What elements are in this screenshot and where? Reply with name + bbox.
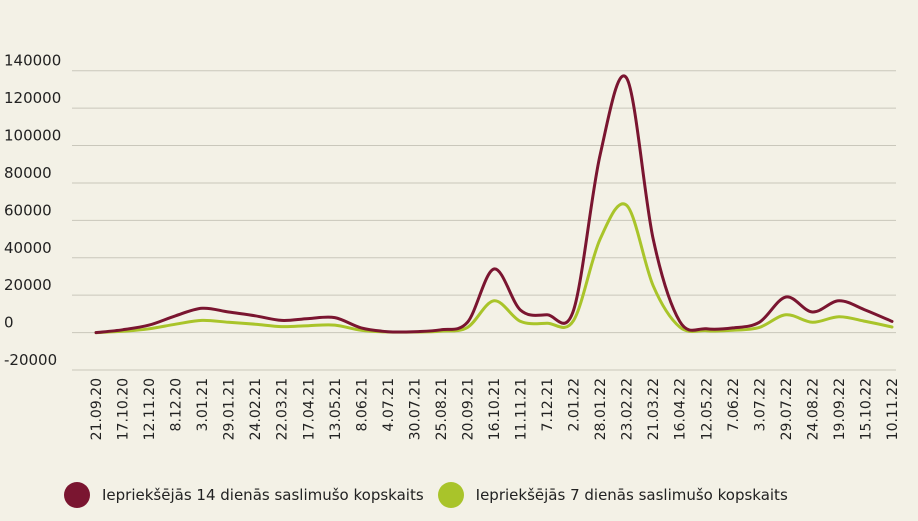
x-tick-label: 10.11.22 [885, 378, 901, 440]
x-tick-label: 21.03.22 [646, 378, 662, 440]
y-tick-label: 40000 [4, 239, 52, 257]
x-tick-label: 3.01.21 [195, 378, 211, 431]
grid-lines [72, 70, 896, 371]
x-tick-label: 22.03.21 [275, 378, 291, 440]
legend-item-7-days: Iepriekšējās 7 dienās saslimušo kopskait… [437, 482, 788, 508]
x-tick-label: 29.01.21 [222, 378, 238, 440]
x-tick-label: 30.07.21 [407, 378, 423, 440]
y-tick-label: 20000 [4, 276, 52, 294]
legend-marker-7-days [437, 482, 464, 508]
y-tick-label: -20000 [4, 351, 57, 369]
x-tick-label: 20.09.21 [460, 378, 476, 440]
y-tick-label: 120000 [4, 89, 61, 107]
series-lines [94, 74, 894, 335]
x-tick-label: 24.08.22 [805, 378, 821, 440]
y-tick-label: 140000 [4, 52, 61, 70]
x-tick-label: 17.04.21 [301, 378, 317, 440]
x-axis-tick-labels: 21.09.20 17.10.20 12.11.20 8.12.20 3.01.21 29… [89, 378, 901, 440]
x-tick-label: 11.11.21 [514, 378, 530, 440]
x-tick-label: 25.08.21 [434, 378, 450, 440]
x-tick-label: 13.05.21 [328, 378, 344, 440]
legend: Iepriekšējās 14 dienās saslimušo kopskai… [64, 480, 802, 510]
x-tick-label: 7.12.21 [540, 378, 556, 431]
series-line-14-days [94, 74, 894, 335]
x-tick-label: 24.02.21 [248, 378, 264, 440]
x-tick-label: 7.06.22 [726, 378, 742, 431]
x-tick-label: 12.11.20 [142, 378, 158, 440]
legend-item-14-days: Iepriekšējās 14 dienās saslimušo kopskai… [64, 482, 424, 508]
y-axis-tick-labels: 140000 120000 100000 80000 60000 40000 20000 0 -… [4, 52, 61, 369]
x-tick-label: 2.01.22 [567, 378, 583, 431]
legend-label-14-days: Iepriekšējās 14 dienās saslimušo kopskai… [102, 486, 424, 504]
x-tick-label: 19.09.22 [832, 378, 848, 440]
series-line-7-days [94, 202, 894, 335]
x-tick-label: 8.06.21 [354, 378, 370, 431]
y-tick-label: 100000 [4, 127, 61, 145]
x-tick-label: 17.10.20 [116, 378, 132, 440]
y-tick-label: 0 [4, 314, 14, 332]
x-tick-label: 12.05.22 [699, 378, 715, 440]
x-tick-label: 15.10.22 [858, 378, 874, 440]
y-tick-label: 80000 [4, 164, 52, 182]
x-tick-label: 3.07.22 [752, 378, 768, 431]
x-tick-label: 23.02.22 [620, 378, 636, 440]
x-tick-label: 29.07.22 [779, 378, 795, 440]
x-tick-label: 21.09.20 [89, 378, 105, 440]
legend-label-7-days: Iepriekšējās 7 dienās saslimušo kopskait… [475, 486, 788, 504]
x-tick-label: 4.07.21 [381, 378, 397, 431]
x-tick-label: 16.04.22 [673, 378, 689, 440]
x-tick-label: 28.01.22 [593, 378, 609, 440]
x-tick-label: 16.10.21 [487, 378, 503, 440]
legend-marker-14-days [64, 482, 90, 508]
x-tick-label: 8.12.20 [169, 378, 185, 431]
y-tick-label: 60000 [4, 201, 52, 219]
